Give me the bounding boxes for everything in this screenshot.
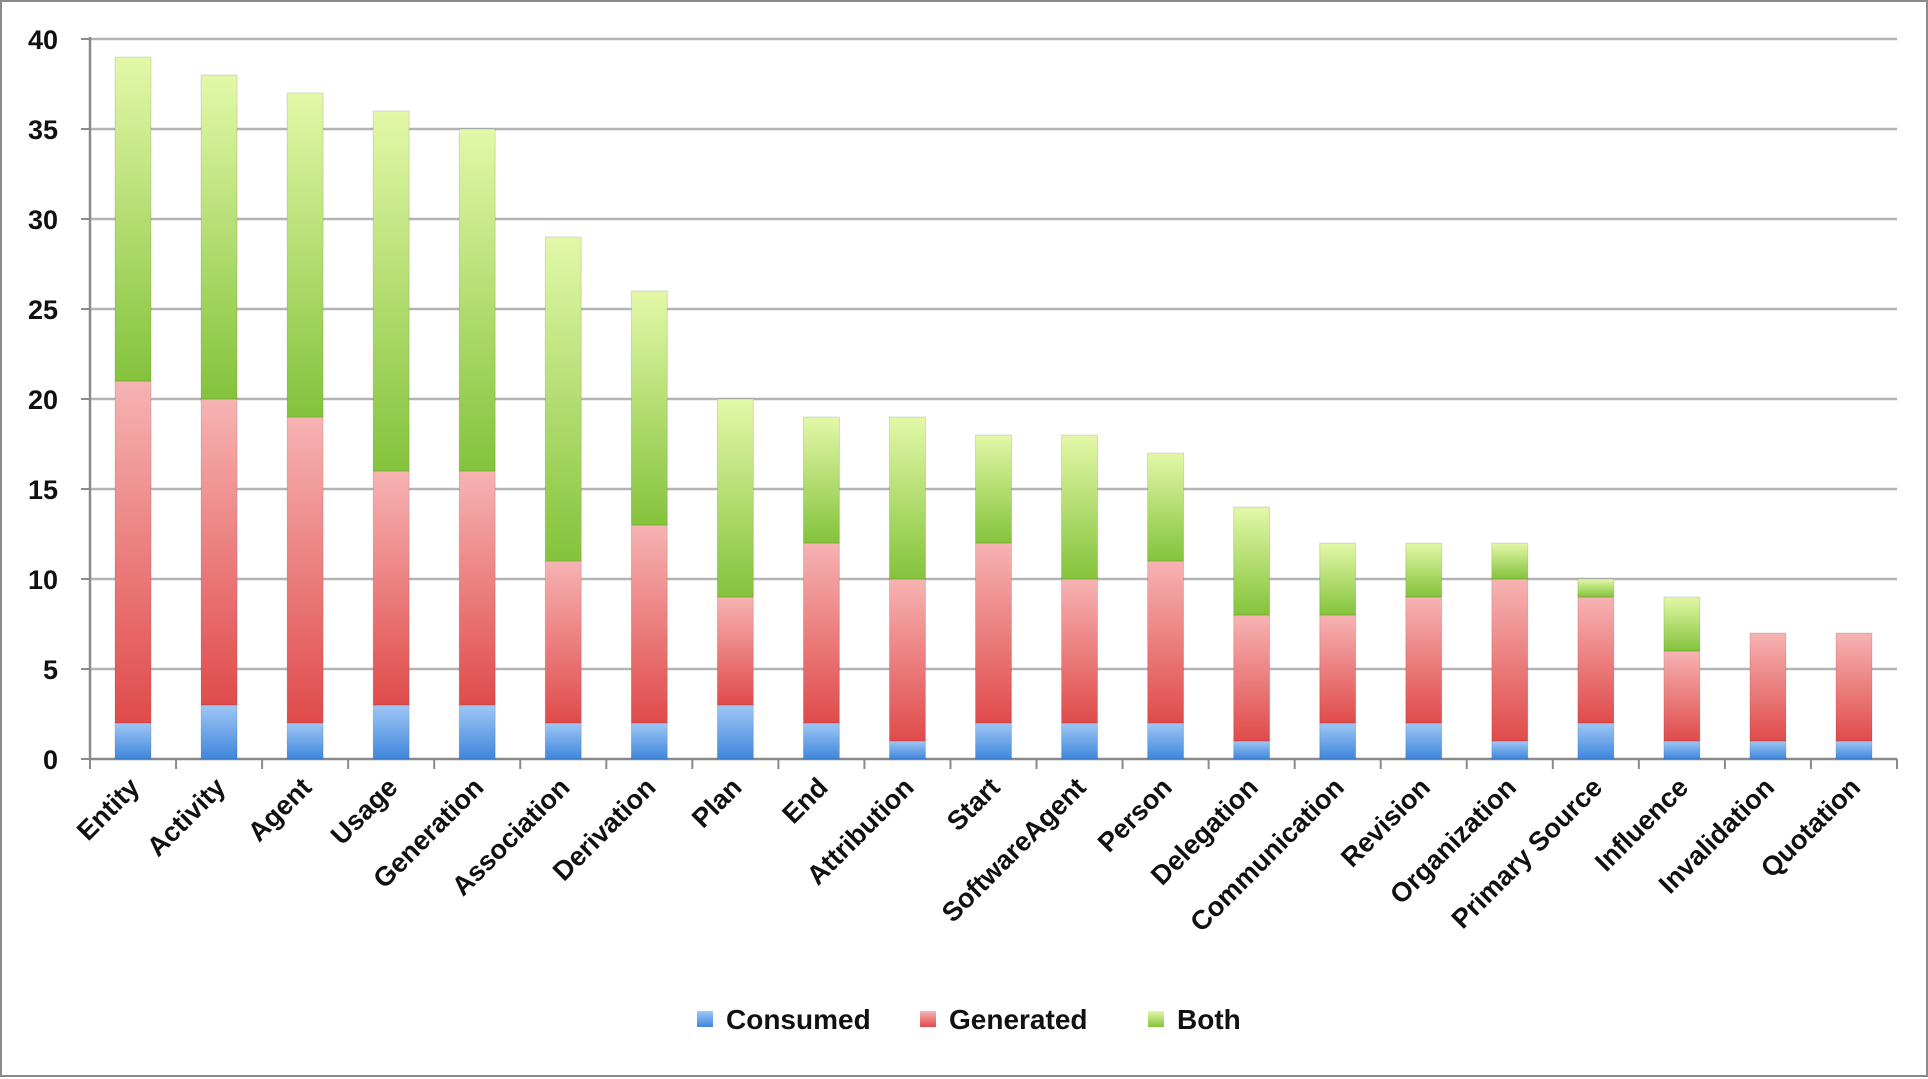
bar-both-start: [975, 434, 1012, 544]
bar-generated-softwareagent: [1061, 578, 1099, 724]
bar-both-attribution: [888, 416, 926, 580]
bar-generated-generation: [458, 470, 496, 706]
bar-generated-quotation: [1835, 632, 1873, 742]
bar-consumed-association: [544, 722, 582, 760]
x-tick-label: Person: [1092, 772, 1178, 858]
y-tick-label: 30: [28, 205, 58, 235]
bar-generated-start: [975, 542, 1012, 724]
bar-both-derivation: [630, 290, 668, 526]
x-tick-label: Agent: [242, 772, 317, 847]
bar-both-end: [802, 416, 840, 544]
bar-generated-usage: [372, 470, 410, 706]
bar-both-association: [544, 236, 582, 562]
bar-consumed-activity: [200, 704, 238, 760]
bar-generated-agent: [286, 416, 324, 724]
legend-label-both: Both: [1177, 1004, 1241, 1035]
bar-generated-end: [802, 542, 840, 724]
y-tick-label: 40: [28, 25, 58, 55]
bar-both-person: [1147, 452, 1185, 562]
x-tick-label: Communication: [1184, 772, 1349, 937]
bars: [114, 56, 1873, 760]
bar-both-plan: [716, 398, 754, 598]
bar-generated-association: [544, 560, 582, 724]
y-tick-label: 20: [28, 385, 58, 415]
bar-both-revision: [1405, 542, 1443, 598]
bar-consumed-quotation: [1835, 740, 1873, 760]
y-tick-label: 5: [43, 655, 58, 685]
x-tick-label: SoftwareAgent: [936, 772, 1092, 928]
x-tick-label: Start: [941, 772, 1006, 837]
bar-consumed-organization: [1491, 740, 1529, 760]
bar-generated-delegation: [1233, 614, 1271, 742]
bar-generated-primary-source: [1577, 596, 1615, 724]
x-tick-label: Usage: [325, 772, 404, 851]
y-tick-label: 15: [28, 475, 58, 505]
bar-generated-invalidation: [1749, 632, 1787, 742]
legend-swatch-both: [1148, 1011, 1164, 1027]
legend-label-consumed: Consumed: [726, 1004, 871, 1035]
bar-generated-organization: [1491, 578, 1529, 742]
bar-both-delegation: [1233, 506, 1271, 616]
y-tick-label: 25: [28, 295, 58, 325]
bar-both-generation: [458, 128, 496, 472]
bar-generated-entity: [114, 380, 152, 724]
bar-both-organization: [1491, 542, 1529, 580]
bar-consumed-agent: [286, 722, 324, 760]
bar-both-agent: [286, 92, 324, 418]
bar-consumed-softwareagent: [1061, 722, 1099, 760]
x-tick-label: Activity: [141, 772, 231, 862]
x-tick-label: Primary Source: [1446, 772, 1608, 934]
bar-both-influence: [1663, 596, 1701, 652]
x-tick-label: End: [776, 772, 833, 829]
bar-consumed-generation: [458, 704, 496, 760]
bar-both-primary-source: [1577, 578, 1615, 598]
bar-consumed-influence: [1663, 740, 1701, 760]
bar-generated-derivation: [630, 524, 668, 724]
bar-consumed-plan: [716, 704, 754, 760]
legend-label-generated: Generated: [949, 1004, 1088, 1035]
bar-consumed-communication: [1319, 722, 1357, 760]
bar-generated-communication: [1319, 614, 1357, 724]
bar-generated-plan: [716, 596, 754, 706]
y-tick-label: 0: [43, 745, 58, 775]
bar-consumed-delegation: [1233, 740, 1271, 760]
legend-swatch-generated: [920, 1011, 936, 1027]
bar-generated-activity: [200, 398, 238, 706]
bar-consumed-start: [975, 722, 1012, 760]
bar-both-usage: [372, 110, 410, 472]
bar-consumed-derivation: [630, 722, 668, 760]
bar-consumed-end: [802, 722, 840, 760]
bar-consumed-usage: [372, 704, 410, 760]
y-tick-label: 35: [28, 115, 58, 145]
legend: Consumed Generated Both: [697, 1004, 1241, 1035]
bar-consumed-person: [1147, 722, 1185, 760]
bar-both-softwareagent: [1061, 434, 1099, 580]
bar-consumed-entity: [114, 722, 152, 760]
bar-both-communication: [1319, 542, 1357, 616]
bar-consumed-primary-source: [1577, 722, 1615, 760]
bar-consumed-attribution: [888, 740, 926, 760]
bar-generated-attribution: [888, 578, 926, 742]
x-tick-label: Plan: [686, 772, 748, 834]
bar-both-entity: [114, 56, 152, 382]
x-tick-label: Entity: [71, 772, 145, 846]
legend-swatch-consumed: [697, 1011, 713, 1027]
y-tick-label: 10: [28, 565, 58, 595]
bar-consumed-invalidation: [1749, 740, 1787, 760]
bar-consumed-revision: [1405, 722, 1443, 760]
bar-both-activity: [200, 74, 238, 400]
bar-generated-revision: [1405, 596, 1443, 724]
bar-generated-person: [1147, 560, 1185, 724]
bar-generated-influence: [1663, 650, 1701, 742]
